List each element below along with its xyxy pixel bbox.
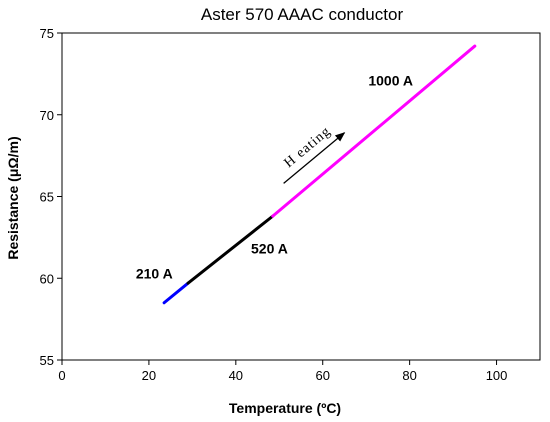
plot-area-border [61, 32, 541, 361]
annotation-label: 210 A [136, 265, 173, 281]
x-tick-label: 60 [315, 368, 329, 383]
annotation-label: 520 A [251, 241, 288, 257]
x-tick-label: 100 [486, 368, 508, 383]
y-tick-label: 65 [40, 190, 54, 205]
x-tick-label: 0 [58, 368, 65, 383]
series-line-210-a [162, 281, 190, 305]
x-tick-label: 80 [402, 368, 416, 383]
plot-frame [61, 32, 541, 361]
series-line-520-a [186, 214, 275, 285]
ticks: 0 20 40 60 80 100 55 60 65 70 75 [40, 26, 508, 383]
y-axis-label: Resistance (μΩ/m) [5, 136, 21, 259]
x-tick-label: 20 [142, 368, 156, 383]
heating-arrow [283, 132, 346, 184]
y-tick-label: 70 [40, 108, 54, 123]
y-tick-label: 75 [40, 26, 54, 41]
annotation-label: 1000 A [368, 72, 413, 88]
x-tick-label: 40 [229, 368, 243, 383]
series-line-1000-a [271, 44, 477, 218]
chart-title: Aster 570 AAAC conductor [201, 5, 404, 24]
x-axis-label: Temperature (ºC) [229, 400, 341, 416]
y-tick-label: 60 [40, 271, 54, 286]
series [162, 44, 477, 305]
y-tick-label: 55 [40, 353, 54, 368]
